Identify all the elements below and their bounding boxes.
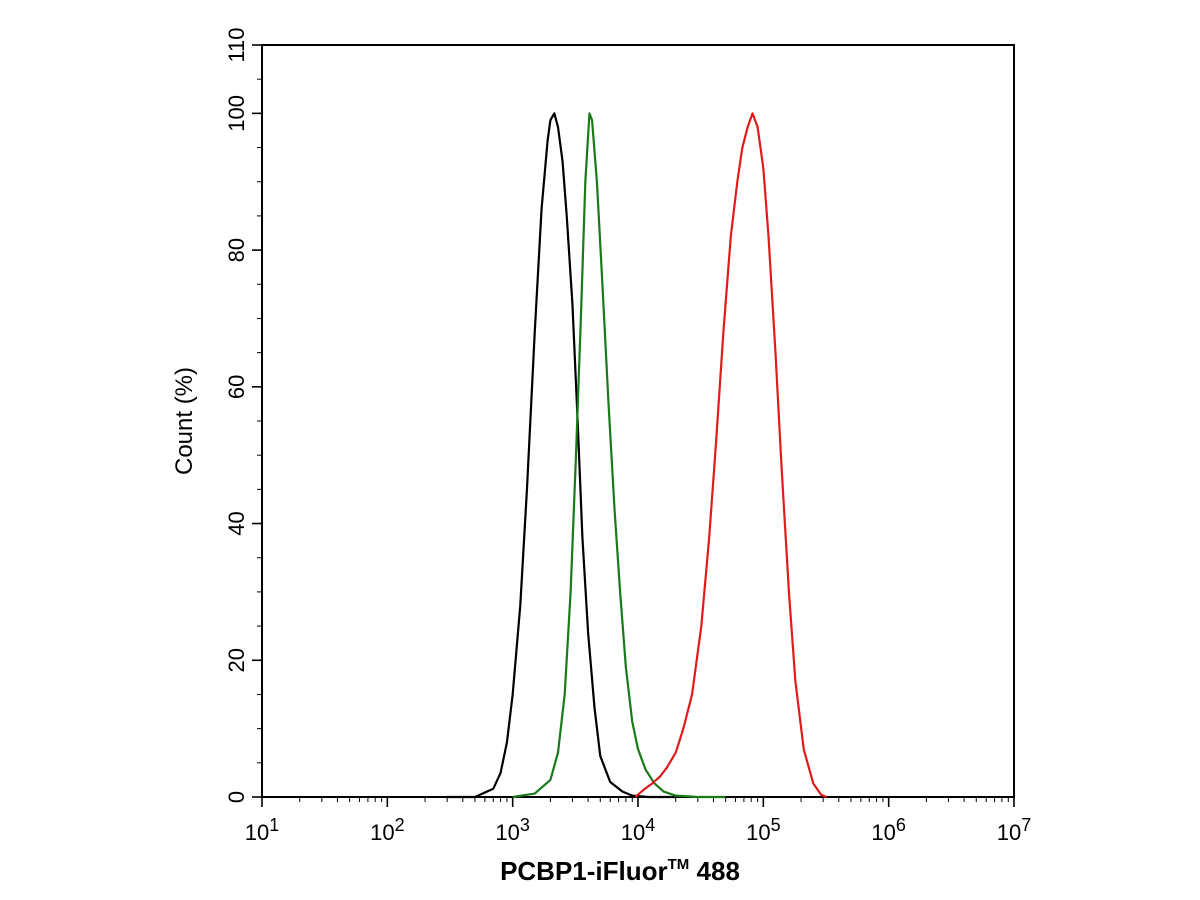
x-tick-label: 103 <box>495 815 530 845</box>
x-tick-label: 104 <box>621 815 656 845</box>
plot-frame <box>261 44 1015 798</box>
y-tick-label: 40 <box>224 511 249 535</box>
y-axis-title: Count (%) <box>171 367 198 475</box>
series-line-1 <box>447 112 676 799</box>
x-tick-label: 107 <box>997 815 1032 845</box>
y-tick-label: 20 <box>224 648 249 672</box>
x-axis-title-tail: 488 <box>689 856 740 886</box>
x-axis-title-sup: TM <box>668 856 690 873</box>
x-axis-title-main: PCBP1-iFluor <box>500 856 668 886</box>
x-tick-label: 102 <box>370 815 405 845</box>
y-tick-label: 110 <box>224 27 249 62</box>
series-line-2 <box>512 112 726 799</box>
x-axis-ticks: 101 102 103 104 105 106 107 <box>245 797 1032 845</box>
y-tick-label: 60 <box>224 375 249 399</box>
series-layer <box>447 112 828 799</box>
x-tick-label: 101 <box>245 815 280 845</box>
x-axis-title: PCBP1-iFluorTM 488 <box>500 856 740 886</box>
y-tick-label: 80 <box>224 238 249 262</box>
y-tick-label: 100 <box>224 95 249 132</box>
y-axis-ticks: 0 20 40 60 80 100 110 <box>224 27 262 803</box>
x-tick-label: 106 <box>871 815 906 845</box>
y-tick-label: 0 <box>224 791 249 803</box>
x-tick-label: 105 <box>746 815 781 845</box>
series-line-3 <box>634 112 828 799</box>
